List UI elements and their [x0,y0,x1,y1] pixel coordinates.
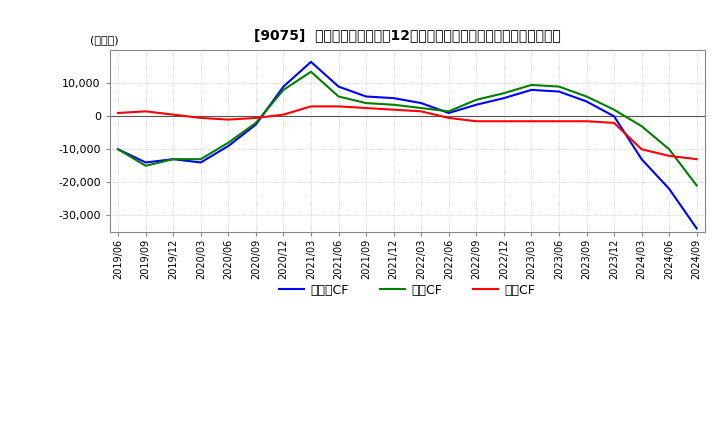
Legend: フリーCF, 投資CF, 営業CF: フリーCF, 投資CF, 営業CF [274,279,541,302]
営業CF [141,109,150,114]
投資CF [224,140,233,145]
営業CF [500,119,508,124]
営業CF [361,106,370,111]
投資CF [417,106,426,111]
営業CF [417,109,426,114]
営業CF [307,104,315,109]
投資CF [169,157,178,162]
営業CF [527,119,536,124]
フリーCF [251,122,260,127]
フリーCF [334,84,343,89]
投資CF [637,124,646,129]
フリーCF [169,157,178,162]
フリーCF [582,99,591,104]
フリーCF [444,110,453,116]
営業CF [444,115,453,121]
フリーCF [307,59,315,65]
投資CF [361,100,370,106]
Y-axis label: (百万円): (百万円) [89,35,118,45]
投資CF [307,69,315,74]
投資CF [554,84,563,89]
営業CF [665,153,673,158]
営業CF [390,107,398,112]
フリーCF [693,226,701,231]
営業CF [334,104,343,109]
営業CF [637,147,646,152]
営業CF [472,119,481,124]
フリーCF [417,100,426,106]
フリーCF [114,147,122,152]
フリーCF [665,186,673,191]
フリーCF [610,114,618,119]
投資CF [527,82,536,88]
投資CF [334,94,343,99]
Line: 営業CF: 営業CF [118,106,697,159]
フリーCF [500,95,508,101]
投資CF [390,102,398,107]
フリーCF [554,89,563,94]
フリーCF [279,84,288,89]
投資CF [444,109,453,114]
投資CF [582,94,591,99]
営業CF [610,120,618,125]
投資CF [693,183,701,188]
投資CF [141,163,150,169]
営業CF [582,119,591,124]
フリーCF [637,157,646,162]
営業CF [197,115,205,121]
営業CF [224,117,233,122]
フリーCF [527,87,536,92]
Title: [9075]  キャッシュフローの12か月移動合計の対前年同期増減額の推移: [9075] キャッシュフローの12か月移動合計の対前年同期増減額の推移 [254,28,561,42]
営業CF [554,119,563,124]
投資CF [472,97,481,103]
フリーCF [224,143,233,149]
営業CF [169,112,178,117]
投資CF [665,147,673,152]
投資CF [279,87,288,92]
営業CF [114,110,122,116]
フリーCF [472,102,481,107]
フリーCF [141,160,150,165]
フリーCF [390,95,398,101]
投資CF [114,147,122,152]
投資CF [251,120,260,125]
投資CF [500,91,508,96]
投資CF [197,157,205,162]
Line: 投資CF: 投資CF [118,72,697,186]
投資CF [610,107,618,112]
フリーCF [197,160,205,165]
Line: フリーCF: フリーCF [118,62,697,228]
営業CF [279,112,288,117]
営業CF [251,115,260,121]
営業CF [693,157,701,162]
フリーCF [361,94,370,99]
